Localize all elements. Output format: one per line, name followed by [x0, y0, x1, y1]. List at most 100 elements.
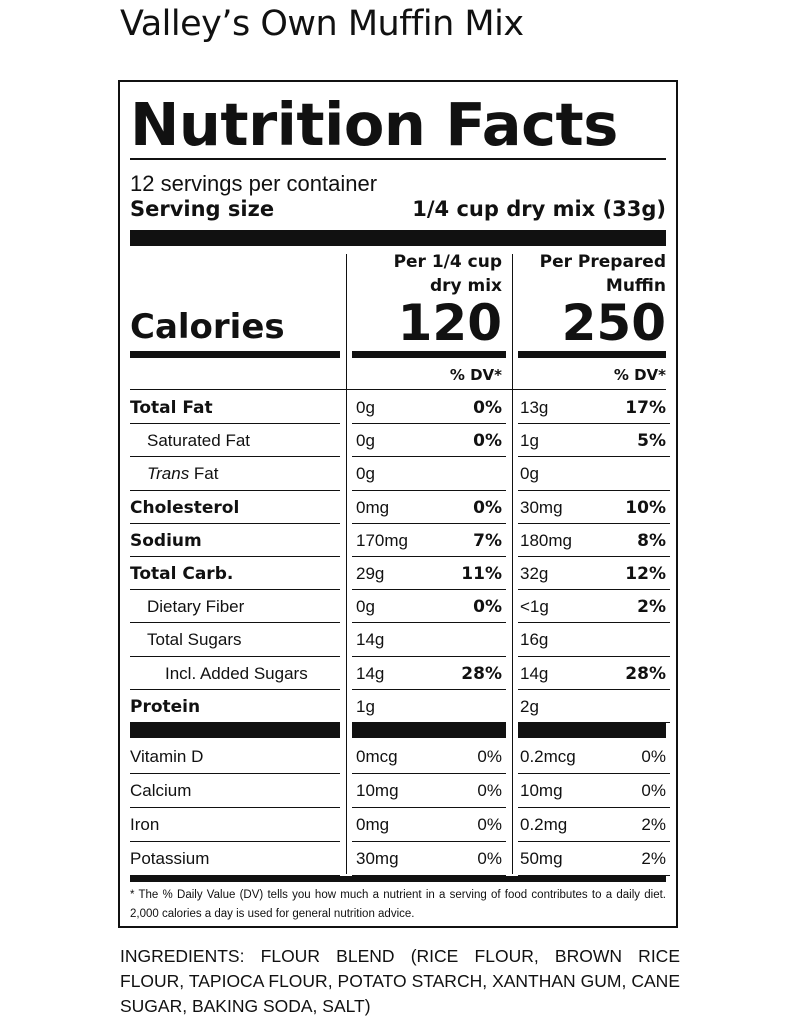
nutrient-amount-dry-mix: 0g	[356, 431, 375, 451]
calories-label: Calories	[130, 307, 285, 347]
nutrient-dv-dry-mix: 7%	[473, 530, 502, 551]
row-divider	[352, 773, 506, 774]
serving-size-label: Serving size	[130, 197, 275, 221]
nutrient-name: Incl. Added Sugars	[165, 663, 308, 683]
nutrient-amount-dry-mix: 1g	[356, 696, 375, 716]
vitamin-dv-dry-mix: 0%	[477, 849, 502, 868]
table-row: Incl. Added Sugars 14g 28% 14g 28%	[120, 657, 676, 690]
table-row: Dietary Fiber 0g 0% <1g 2%	[120, 590, 676, 624]
nutrient-amount-prepared: 1g	[520, 431, 539, 451]
row-divider	[130, 423, 340, 425]
table-row: Trans Fat 0g 0g	[120, 457, 676, 491]
nutrient-amount-prepared: 13g	[520, 398, 549, 417]
nutrient-name: Protein	[130, 696, 201, 717]
row-divider	[352, 456, 506, 458]
vitamin-name: Iron	[130, 815, 160, 834]
nutrient-dv-prepared: 2%	[637, 597, 666, 618]
nutrient-amount-prepared: 180mg	[520, 530, 572, 550]
vitamin-name: Vitamin D	[130, 747, 204, 766]
nutrient-amount-dry-mix: 14g	[356, 630, 385, 650]
nutrient-dv-prepared: 5%	[637, 431, 666, 452]
vitamin-amount-dry-mix: 10mg	[356, 781, 399, 800]
nutrient-dv-prepared: 8%	[637, 530, 666, 551]
table-row: Protein 1g 2g	[120, 690, 676, 723]
vitamin-dv-prepared: 2%	[641, 815, 666, 834]
nutrient-amount-prepared: 16g	[520, 630, 549, 650]
column-divider-1	[346, 254, 347, 874]
nutrient-dv-prepared: 28%	[625, 663, 666, 684]
row-divider	[352, 688, 506, 690]
row-divider	[130, 555, 340, 557]
row-divider	[352, 622, 506, 624]
row-divider	[352, 589, 506, 591]
row-divider	[352, 841, 506, 842]
thick-divider	[130, 876, 666, 882]
row-divider	[352, 555, 506, 557]
nutrient-amount-dry-mix: 14g	[356, 663, 385, 683]
nutrient-dv-dry-mix: 28%	[461, 663, 502, 684]
row-divider	[518, 489, 670, 491]
row-divider	[130, 456, 340, 458]
vitamin-amount-dry-mix: 30mg	[356, 849, 399, 868]
column-header-prepared: Per Prepared Muffin	[539, 252, 666, 296]
table-row: Total Fat 0g 0% 13g 17%	[120, 391, 676, 425]
row-divider	[130, 875, 340, 876]
row-divider	[352, 423, 506, 425]
row-divider	[518, 555, 670, 557]
nutrient-amount-dry-mix: 0g	[356, 597, 375, 617]
calories-divider	[130, 351, 340, 358]
serving-size-value: 1/4 cup dry mix (33g)	[412, 197, 666, 221]
nutrient-name: Total Carb.	[130, 564, 234, 584]
vitamin-dv-dry-mix: 0%	[477, 747, 502, 766]
nutrient-dv-prepared: 12%	[625, 564, 666, 584]
row-divider	[352, 807, 506, 808]
nutrient-dv-dry-mix: 0%	[473, 398, 502, 418]
dv-footnote: * The % Daily Value (DV) tells you how m…	[130, 889, 666, 920]
column-divider-2	[512, 254, 513, 874]
vitamin-amount-dry-mix: 0mcg	[356, 747, 398, 766]
divider	[130, 389, 666, 390]
table-row: Iron 0mg 0% 0.2mg 2%	[120, 808, 676, 842]
row-divider	[518, 655, 670, 657]
vitamin-amount-prepared: 10mg	[520, 781, 563, 800]
calories-dry-mix: 120	[397, 294, 502, 352]
thick-divider	[130, 230, 666, 246]
thick-divider	[352, 723, 506, 738]
nutrient-amount-dry-mix: 29g	[356, 564, 385, 583]
nutrient-name: Trans Fat	[147, 464, 219, 484]
row-divider	[130, 807, 340, 808]
vitamin-name: Calcium	[130, 781, 192, 800]
table-row: Saturated Fat 0g 0% 1g 5%	[120, 424, 676, 458]
table-row: Vitamin D 0mcg 0% 0.2mcg 0%	[120, 740, 676, 774]
nutrition-facts-label: Nutrition Facts 12 servings per containe…	[118, 80, 678, 928]
nutrient-amount-dry-mix: 0mg	[356, 497, 390, 517]
nutrient-amount-prepared: 2g	[520, 696, 539, 716]
table-row: Sodium 170mg 7% 180mg 8%	[120, 524, 676, 557]
nutrient-dv-dry-mix: 11%	[461, 564, 502, 584]
thick-divider	[130, 723, 340, 738]
vitamin-amount-dry-mix: 0mg	[356, 815, 390, 834]
row-divider	[518, 875, 670, 876]
vitamin-dv-dry-mix: 0%	[477, 815, 502, 834]
row-divider	[352, 489, 506, 491]
row-divider	[352, 875, 506, 876]
thick-divider	[518, 723, 666, 738]
nutrient-dv-prepared: 17%	[625, 398, 666, 418]
row-divider	[352, 721, 506, 723]
row-divider	[130, 589, 340, 591]
table-row: Cholesterol 0mg 0% 30mg 10%	[120, 491, 676, 524]
row-divider	[518, 688, 670, 690]
nutrient-name: Saturated Fat	[147, 431, 251, 451]
row-divider	[352, 522, 506, 524]
nutrient-amount-dry-mix: 0g	[356, 398, 375, 417]
nutrient-amount-prepared: <1g	[520, 597, 549, 617]
row-divider	[518, 522, 670, 524]
nutrient-amount-prepared: 30mg	[520, 497, 563, 517]
dv-header-prepared: % DV*	[613, 366, 666, 384]
vitamin-dv-dry-mix: 0%	[477, 781, 502, 800]
calories-divider	[518, 351, 666, 358]
row-divider	[130, 622, 340, 624]
calories-prepared: 250	[561, 294, 666, 352]
nutrient-dv-dry-mix: 0%	[473, 431, 502, 452]
nutrient-amount-dry-mix: 170mg	[356, 530, 408, 550]
